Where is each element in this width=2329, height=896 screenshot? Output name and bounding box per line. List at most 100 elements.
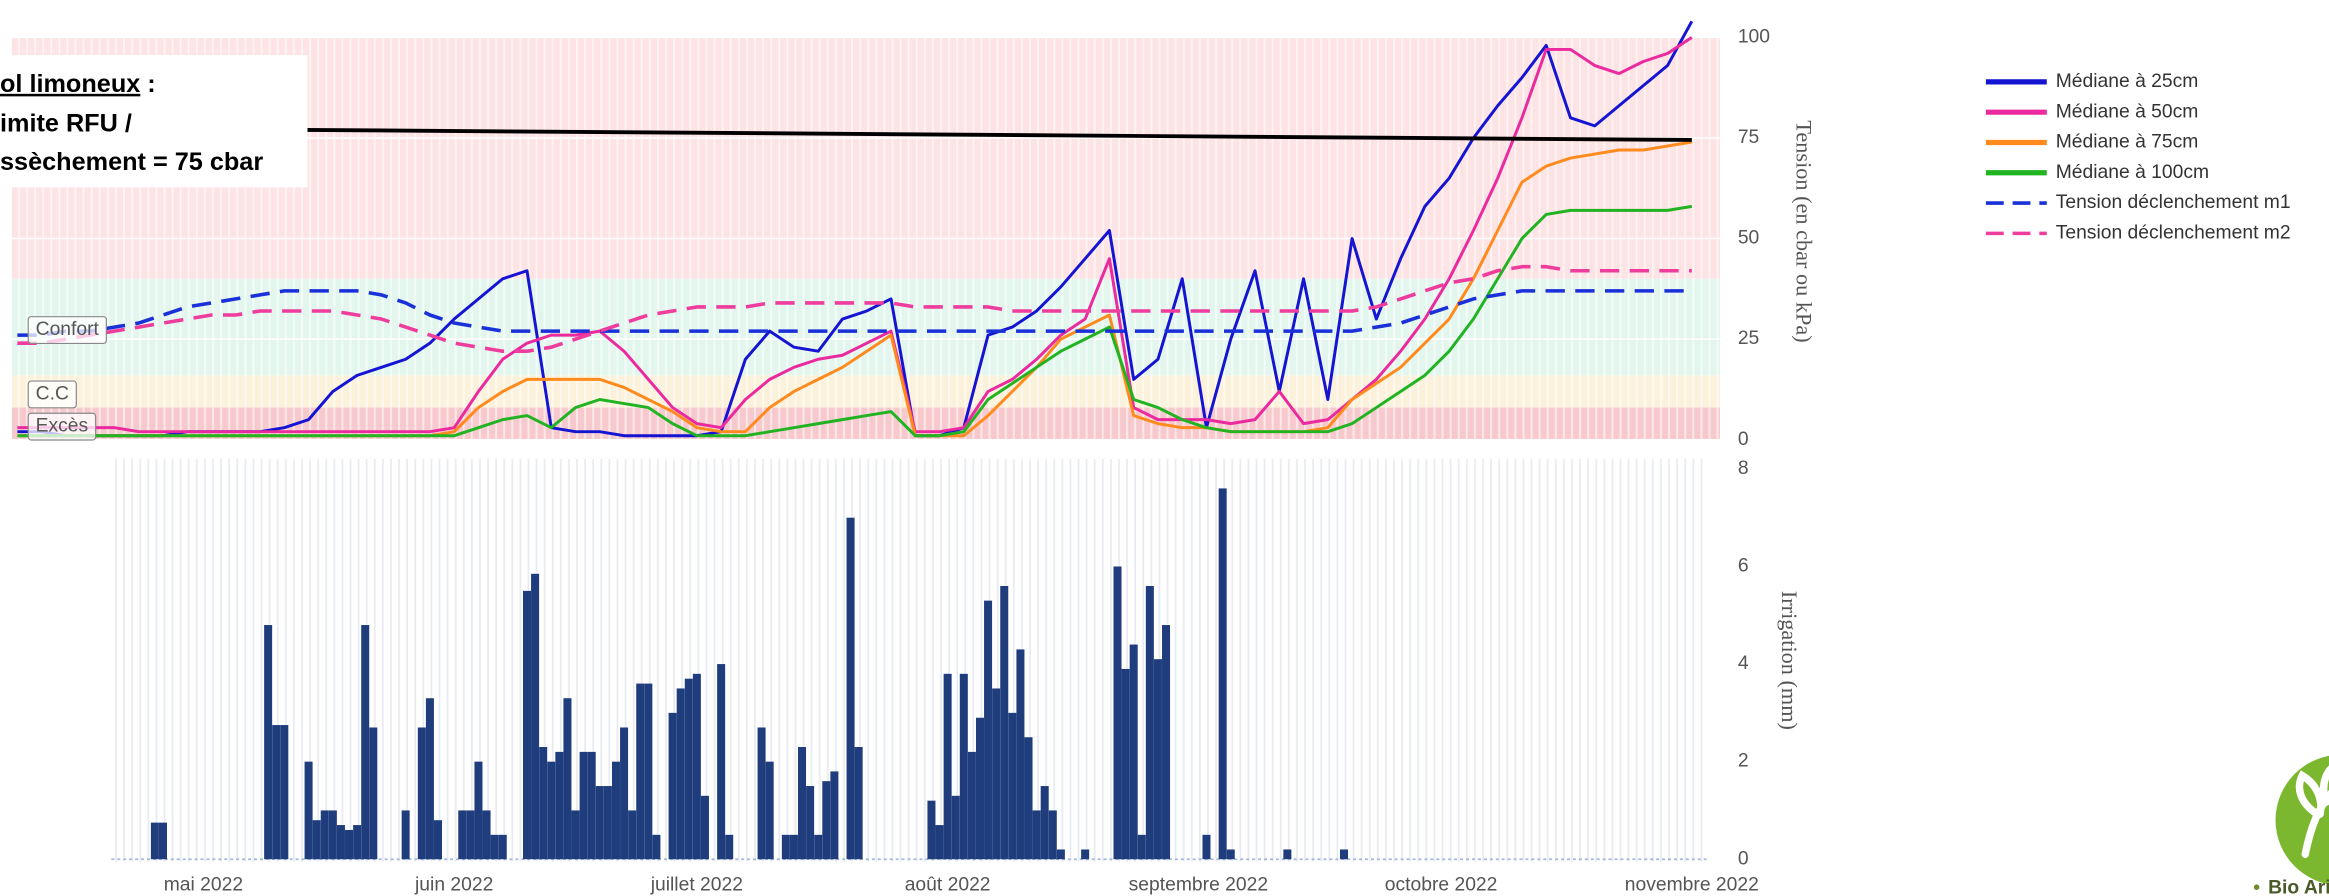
- y-axis-title: Irrigation (mm): [1777, 591, 1802, 730]
- x-tick-label: juin 2022: [414, 875, 493, 896]
- bar: [1056, 849, 1065, 860]
- band-label-box: [27, 316, 107, 345]
- x-tick-label: mai 2022: [164, 875, 243, 896]
- bar: [692, 673, 701, 860]
- annotation-box: [0, 55, 308, 188]
- bar: [1040, 786, 1049, 860]
- dashed-line: [17, 289, 1692, 337]
- bar: [620, 727, 629, 860]
- bar: [676, 688, 685, 860]
- band-label: Confort: [36, 319, 100, 340]
- bar: [555, 751, 564, 860]
- bar: [547, 761, 556, 860]
- bar: [1226, 849, 1235, 860]
- bar: [1218, 488, 1227, 860]
- y-tick-label: 75: [1738, 127, 1759, 148]
- bar: [280, 725, 289, 860]
- bar: [1121, 668, 1130, 860]
- legend-label: Tension déclenchement m1: [2056, 192, 2291, 213]
- bar: [846, 517, 855, 860]
- bar: [967, 751, 976, 860]
- annotation-line: ol limoneux :: [0, 70, 156, 98]
- series-line: [17, 36, 1693, 434]
- bar: [417, 727, 426, 860]
- bar: [272, 725, 281, 860]
- y-tick-label: 6: [1738, 556, 1749, 577]
- bar: [757, 727, 766, 860]
- bar: [814, 834, 823, 860]
- bar: [611, 761, 620, 860]
- bar: [943, 673, 952, 860]
- bar: [1048, 810, 1057, 860]
- logo-leaf: [2295, 765, 2329, 858]
- bar: [927, 800, 936, 860]
- bar: [425, 698, 434, 860]
- bar: [1113, 566, 1122, 860]
- bar: [304, 761, 313, 860]
- series-line: [17, 20, 1694, 438]
- bar: [628, 810, 637, 860]
- legend-label: Médiane à 75cm: [2056, 132, 2199, 153]
- bar: [539, 747, 548, 860]
- bar: [951, 795, 960, 860]
- annotation-text: ssèchement = 75 cbar: [0, 148, 263, 176]
- series-line: [17, 204, 1693, 438]
- bar: [361, 625, 370, 860]
- bar: [498, 834, 507, 860]
- bar: [490, 834, 499, 860]
- bar: [466, 810, 475, 860]
- bar: [150, 822, 159, 860]
- bar: [717, 664, 726, 860]
- bar: [1137, 834, 1146, 860]
- legend-label: Médiane à 50cm: [2056, 101, 2199, 122]
- bar: [765, 761, 774, 860]
- y-tick-label: 2: [1738, 751, 1749, 772]
- bar: [854, 747, 863, 860]
- y-tick-label: 8: [1738, 458, 1749, 479]
- logo-bullet: •: [2253, 877, 2260, 896]
- bar: [1024, 737, 1033, 860]
- annotation-text: :: [140, 70, 155, 98]
- bar: [328, 810, 337, 860]
- bar: [579, 751, 588, 860]
- band-label-box: [27, 380, 77, 409]
- bar: [345, 829, 354, 860]
- y-tick-label: 4: [1738, 653, 1749, 674]
- bar: [320, 810, 329, 860]
- x-tick-label: octobre 2022: [1385, 875, 1498, 896]
- y-tick-label: 25: [1738, 328, 1759, 349]
- annotation: ol limoneux : imite RFU / ssèchement = 7…: [0, 55, 308, 188]
- legend-label: Tension déclenchement m2: [2056, 222, 2291, 243]
- bar: [482, 810, 491, 860]
- x-tick-label: août 2022: [905, 875, 991, 896]
- bar: [522, 590, 532, 860]
- y-tick-label: 100: [1738, 26, 1770, 47]
- y-axis-title: Tension (en cbar ou kPa): [1792, 120, 1817, 342]
- bar: [1153, 659, 1162, 860]
- bar: [992, 688, 1001, 860]
- bar: [1202, 834, 1211, 860]
- bar: [474, 761, 483, 860]
- band-label: Excès: [36, 416, 89, 437]
- bar: [531, 573, 540, 860]
- bar: [1000, 585, 1009, 860]
- bar: [1016, 649, 1025, 860]
- bar: [1162, 625, 1171, 860]
- bar: [822, 781, 831, 860]
- bar: [806, 786, 815, 860]
- bar: [984, 600, 993, 860]
- bar: [603, 786, 612, 860]
- legend-label: Médiane à 25cm: [2056, 71, 2199, 92]
- band-label-box: [27, 412, 97, 441]
- bar: [644, 683, 653, 860]
- dashed-line: [17, 264, 1692, 353]
- bar: [725, 834, 734, 860]
- bar: [1283, 849, 1292, 860]
- bar: [1032, 810, 1041, 860]
- y-tick-label: 0: [1738, 848, 1749, 869]
- bar: [1145, 585, 1154, 860]
- bar: [935, 825, 944, 860]
- threshold-line: [304, 127, 1692, 142]
- bar: [264, 625, 273, 860]
